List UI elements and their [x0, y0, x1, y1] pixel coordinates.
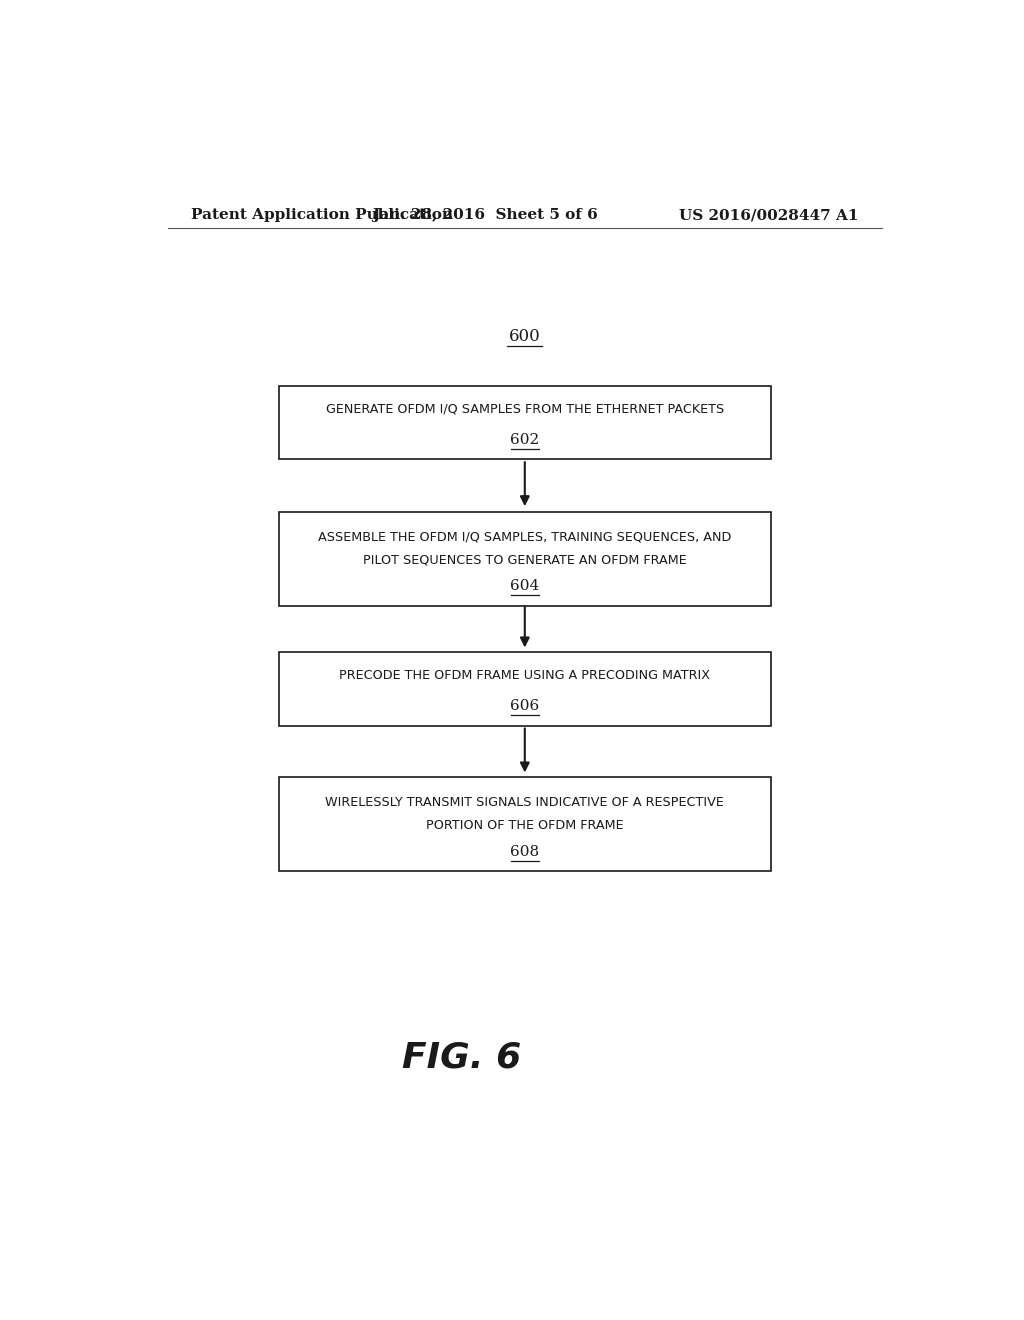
- Text: GENERATE OFDM I/Q SAMPLES FROM THE ETHERNET PACKETS: GENERATE OFDM I/Q SAMPLES FROM THE ETHER…: [326, 403, 724, 416]
- Text: Jan. 28, 2016  Sheet 5 of 6: Jan. 28, 2016 Sheet 5 of 6: [373, 209, 598, 222]
- Text: Patent Application Publication: Patent Application Publication: [191, 209, 454, 222]
- Text: US 2016/0028447 A1: US 2016/0028447 A1: [679, 209, 858, 222]
- Text: PORTION OF THE OFDM FRAME: PORTION OF THE OFDM FRAME: [426, 820, 624, 832]
- Text: 600: 600: [509, 327, 541, 345]
- Text: 604: 604: [510, 579, 540, 593]
- Text: WIRELESSLY TRANSMIT SIGNALS INDICATIVE OF A RESPECTIVE: WIRELESSLY TRANSMIT SIGNALS INDICATIVE O…: [326, 796, 724, 809]
- Text: PILOT SEQUENCES TO GENERATE AN OFDM FRAME: PILOT SEQUENCES TO GENERATE AN OFDM FRAM…: [362, 554, 687, 566]
- Text: 606: 606: [510, 700, 540, 713]
- Text: 602: 602: [510, 433, 540, 447]
- Text: ASSEMBLE THE OFDM I/Q SAMPLES, TRAINING SEQUENCES, AND: ASSEMBLE THE OFDM I/Q SAMPLES, TRAINING …: [318, 531, 731, 544]
- Text: FIG. 6: FIG. 6: [401, 1041, 521, 1074]
- Bar: [279, 652, 771, 726]
- Bar: [279, 777, 771, 871]
- Text: PRECODE THE OFDM FRAME USING A PRECODING MATRIX: PRECODE THE OFDM FRAME USING A PRECODING…: [339, 669, 711, 682]
- Bar: [279, 512, 771, 606]
- Bar: [279, 385, 771, 459]
- Text: 608: 608: [510, 845, 540, 858]
